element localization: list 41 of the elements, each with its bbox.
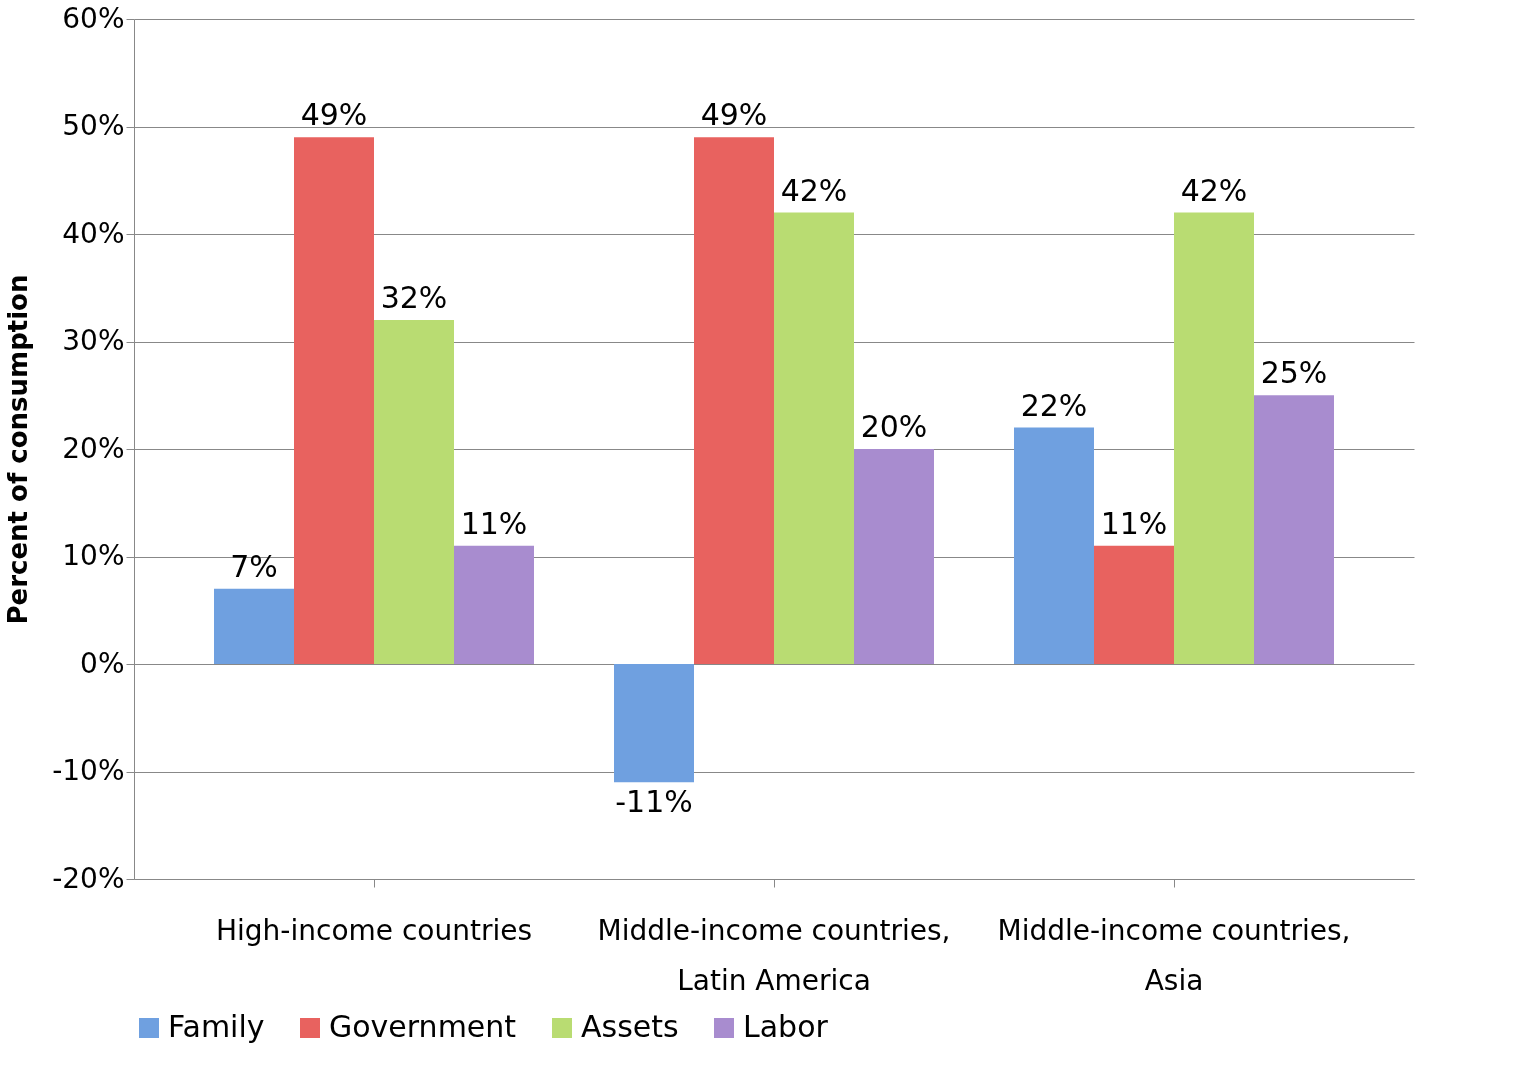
legend-label: Family (168, 1009, 265, 1044)
bar (294, 137, 374, 664)
data-label: 11% (460, 505, 528, 541)
legend-label: Labor (743, 1009, 829, 1044)
y-tick-label: 20% (62, 431, 125, 465)
x-tick-label: Middle-income countries, Latin America (597, 913, 951, 997)
y-tick-label: 50% (62, 109, 125, 142)
data-label: 11% (1100, 505, 1168, 541)
y-tick-label: 40% (62, 216, 125, 250)
y-tick-label: -10% (52, 754, 125, 787)
data-label: -11% (615, 784, 693, 820)
bar (694, 137, 774, 664)
bar (774, 212, 854, 664)
data-label: 22% (1020, 387, 1088, 423)
bar (454, 545, 534, 664)
y-tick-label: 30% (62, 324, 125, 357)
data-label: 42% (1180, 172, 1248, 208)
bar (1174, 212, 1254, 664)
bar (214, 588, 294, 664)
data-label: 42% (780, 172, 848, 208)
data-label: 20% (860, 409, 928, 444)
y-tick-label: 0% (80, 646, 125, 680)
bar (1014, 427, 1094, 664)
legend-label: Assets (581, 1009, 679, 1044)
y-tick-label: 10% (62, 539, 125, 572)
bar (1254, 395, 1334, 664)
data-label: 49% (300, 97, 368, 133)
legend-label: Government (329, 1009, 517, 1044)
data-label: 32% (380, 280, 448, 315)
bar (614, 664, 694, 783)
bar (1094, 545, 1174, 664)
y-tick-label: 60% (62, 1, 125, 35)
data-label: 7% (230, 548, 278, 584)
data-label: 49% (700, 97, 768, 133)
bar (374, 320, 454, 664)
x-tick-label: High-income countries (215, 913, 533, 947)
y-axis-title: Percent of consumption (3, 274, 34, 625)
data-label: 25% (1260, 355, 1328, 391)
y-tick-label: -20% (52, 861, 125, 895)
bar (854, 449, 934, 664)
x-tick-label: Middle-income countries, Asia (997, 913, 1351, 997)
